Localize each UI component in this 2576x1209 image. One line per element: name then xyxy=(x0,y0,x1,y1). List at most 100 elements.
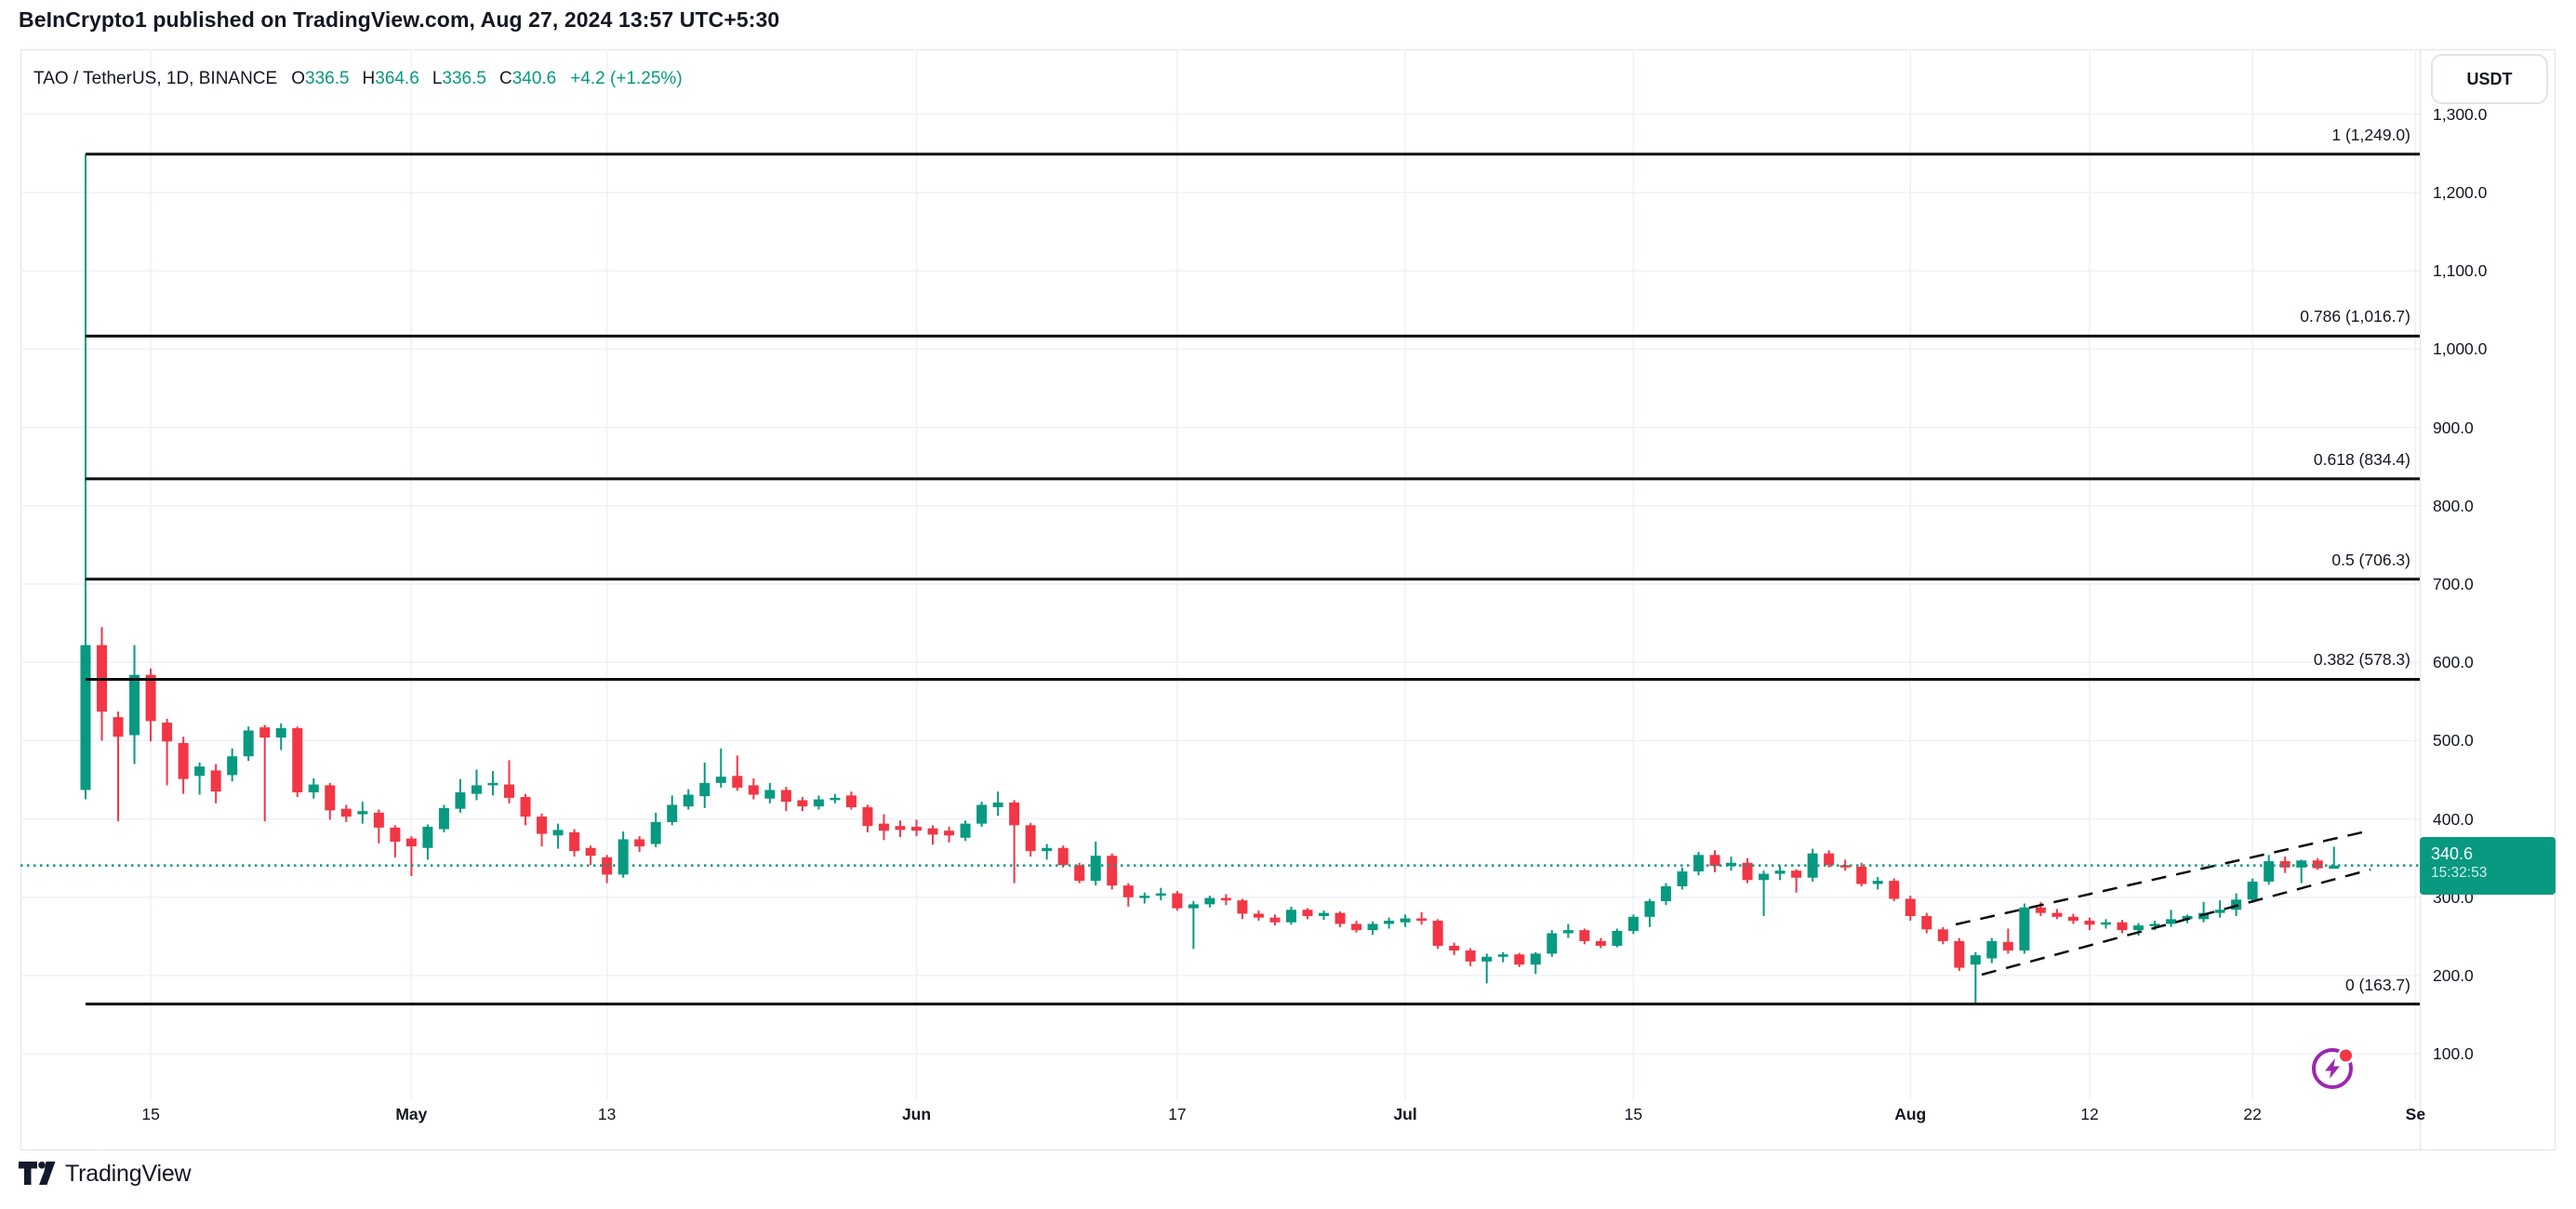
fib-level-label: 0.382 (578.3) xyxy=(2313,650,2410,670)
candle-down xyxy=(1107,853,1118,890)
candle-down xyxy=(1824,850,1835,868)
candle-up xyxy=(80,153,91,800)
candle-down xyxy=(1432,919,1443,950)
candle-down xyxy=(2312,857,2323,870)
candle-up xyxy=(2247,878,2258,903)
candle-body xyxy=(2198,912,2210,920)
candle-up xyxy=(1612,928,1623,948)
candle-up xyxy=(455,778,466,813)
candle-body xyxy=(748,785,759,795)
candle-body xyxy=(325,785,336,811)
candle-down xyxy=(178,737,189,794)
symbol-legend: TAO / TetherUS, 1D, BINANCE O336.5 H364.6… xyxy=(33,69,683,89)
candle-up xyxy=(227,748,238,782)
candle-up xyxy=(422,824,433,860)
candle-body xyxy=(292,727,303,792)
candle-body xyxy=(1285,910,1296,923)
candle-body xyxy=(1872,881,1883,884)
candle-body xyxy=(1188,904,1199,909)
candle-down xyxy=(1595,937,1606,949)
candle-body xyxy=(1220,897,1231,901)
candle-down xyxy=(1709,850,1720,872)
time-tick-label: Jul xyxy=(1393,1105,1417,1123)
candle-body xyxy=(537,817,548,834)
time-tick-label: Jun xyxy=(901,1105,932,1123)
candle-body xyxy=(2084,921,2095,925)
candle-body xyxy=(1547,933,1558,954)
candle-down xyxy=(1937,926,1948,945)
candle-up xyxy=(1481,953,1493,984)
currency-toggle-button[interactable]: USDT xyxy=(2431,54,2548,104)
price-axis-separator xyxy=(2420,49,2421,1150)
candle-up xyxy=(1627,914,1639,935)
candle-up xyxy=(1497,951,1508,963)
candle-up xyxy=(2264,855,2275,885)
candle-body xyxy=(813,799,824,807)
candle-body xyxy=(1937,929,1948,941)
candle-body xyxy=(487,782,498,786)
candle-down xyxy=(797,797,808,812)
candle-down xyxy=(1302,908,1313,920)
candle-body xyxy=(178,742,189,779)
candle-up xyxy=(552,823,564,849)
candle-body xyxy=(308,784,319,792)
candle-body xyxy=(569,831,580,852)
candle-body xyxy=(2117,922,2128,931)
candle-down xyxy=(1334,910,1346,927)
candle-down xyxy=(1954,937,1965,971)
candle-down xyxy=(1889,878,1900,902)
candle-body xyxy=(1009,802,1020,826)
candle-body xyxy=(1334,912,1346,924)
candle-body xyxy=(1889,881,1900,899)
candle-down xyxy=(862,804,873,832)
candle-body xyxy=(210,770,221,792)
tradingview-brand-text[interactable]: TradingView xyxy=(65,1161,192,1187)
candle-body xyxy=(145,674,156,722)
candle-down xyxy=(748,777,759,800)
attribution-header: BeInCrypto1 published on TradingView.com… xyxy=(19,7,780,32)
candle-body xyxy=(2247,881,2258,900)
change-value: +4.2 (+1.25%) xyxy=(570,69,683,88)
candle-body xyxy=(1824,853,1835,866)
candle-body xyxy=(1351,923,1362,931)
candle-body xyxy=(1921,916,1932,930)
candle-body xyxy=(1644,901,1655,917)
candle-body xyxy=(1432,921,1443,947)
candle-body xyxy=(1905,898,1916,917)
candle-up xyxy=(357,802,368,824)
candle-body xyxy=(634,839,645,847)
time-tick-label: 17 xyxy=(1168,1105,1187,1123)
candle-body xyxy=(1139,896,1150,898)
ohlc-pair: H364.6 xyxy=(362,69,419,88)
candle-down xyxy=(1025,822,1036,857)
candle-up xyxy=(129,644,140,764)
current-price-badge: 340.6 15:32:53 xyxy=(2420,836,2556,895)
candle-up xyxy=(1367,921,1378,936)
candle-body xyxy=(1367,923,1378,931)
candle-down xyxy=(210,764,221,804)
candle-up xyxy=(2166,910,2177,927)
candle-body xyxy=(2182,916,2193,920)
candle-body xyxy=(113,717,124,737)
candle-body xyxy=(422,827,433,848)
candle-body xyxy=(699,782,710,797)
candle-body xyxy=(1302,910,1313,917)
candle-up xyxy=(1970,951,1981,1004)
candle-up xyxy=(1644,898,1655,927)
candle-down xyxy=(602,855,613,884)
ideas-flash-icon[interactable] xyxy=(2310,1045,2357,1092)
price-tick-label: 600.0 xyxy=(2433,653,2474,672)
candle-body xyxy=(1057,847,1069,866)
candle-up xyxy=(617,831,629,878)
ohlc-values: O336.5 H364.6 L336.5 C340.6 xyxy=(291,69,556,89)
candle-up xyxy=(487,771,498,796)
tradingview-logo-icon[interactable] xyxy=(19,1162,56,1187)
candle-body xyxy=(1791,870,1802,878)
candle-body xyxy=(2019,907,2030,951)
candle-body xyxy=(438,807,449,830)
candle-body xyxy=(2312,860,2323,869)
symbol-title[interactable]: TAO / TetherUS, 1D, BINANCE xyxy=(33,69,278,88)
candle-body xyxy=(1677,871,1688,887)
candle-body xyxy=(1319,912,1330,917)
